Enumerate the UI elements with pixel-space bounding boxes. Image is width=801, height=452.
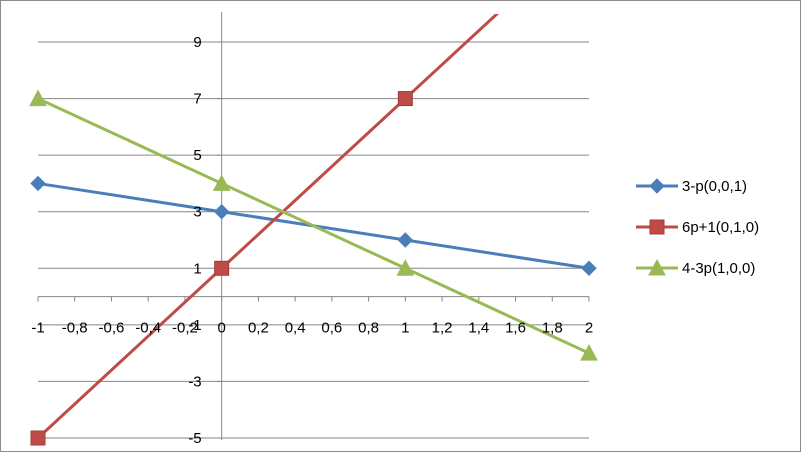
data-point-series-1 (213, 204, 230, 220)
x-tick-label: -0,8 (62, 320, 88, 337)
x-tick-label: 0,6 (321, 320, 342, 337)
data-point-series-1 (581, 260, 597, 276)
gridlines (38, 41, 589, 439)
data-point-series-3 (212, 174, 231, 191)
x-tick-label: -0,2 (172, 320, 198, 337)
y-tick-label: -5 (188, 430, 201, 447)
x-axis-tick-labels: -1 -0,8 -0,6 -0,4 -0,2 0 0,2 0,4 0,6 0,8 1 1,2 1,4 1,… (31, 320, 593, 337)
data-point-series-2 (397, 91, 413, 107)
x-tick-label: -0,6 (99, 320, 125, 337)
legend-label-1: 3-p(0,0,1) (682, 178, 747, 195)
x-tick-label: -1 (31, 320, 44, 337)
y-tick-label: 1 (193, 260, 201, 277)
series-markers (29, 89, 598, 446)
y-tick-label: 3 (193, 204, 201, 221)
legend-label-3: 4-3p(1,0,0) (682, 260, 755, 277)
y-tick-label: -3 (188, 373, 201, 390)
data-point-series-3 (29, 89, 47, 107)
legend-marker-1 (649, 178, 665, 194)
data-point-series-3 (580, 344, 598, 361)
y-tick-label: -1 (188, 317, 201, 334)
data-point-series-1 (397, 232, 414, 248)
data-point-series-1 (30, 175, 46, 192)
series-lines (37, 14, 590, 440)
x-tick-label: 1 (401, 320, 409, 337)
legend-marker-3 (648, 258, 666, 276)
y-axis-tick-labels: 9 7 5 3 1 -1 -3 -5 (188, 34, 201, 447)
y-tick-label: 5 (193, 147, 201, 164)
x-tick-label: 1,4 (468, 320, 489, 337)
x-tick-label: 0,4 (285, 320, 306, 337)
y-tick-label: 7 (193, 91, 201, 108)
x-tick-label: 0,2 (248, 320, 269, 337)
data-point-series-2 (30, 430, 46, 446)
legend-label-2: 6p+1(0,1,0) (682, 219, 759, 236)
x-tick-label: 1,6 (505, 320, 526, 337)
data-point-series-3 (396, 259, 415, 276)
x-tick-label: 0,8 (358, 320, 379, 337)
x-tick-label: 1,2 (432, 320, 453, 337)
x-tick-label: 1,8 (542, 320, 563, 337)
data-point-series-2 (214, 260, 230, 276)
series-line-3 (37, 97, 590, 355)
x-tick-label: 2 (585, 320, 593, 337)
series-line-2 (37, 14, 500, 440)
y-tick-label: 9 (193, 34, 201, 51)
legend-marker-2 (649, 219, 665, 235)
x-tick-label: 0 (217, 320, 225, 337)
axes (37, 12, 590, 440)
x-tick-label: -0,4 (135, 320, 161, 337)
legend: 3-p(0,0,1) 6p+1(0,1,0) 4-3p(1,0,0) (636, 178, 759, 277)
